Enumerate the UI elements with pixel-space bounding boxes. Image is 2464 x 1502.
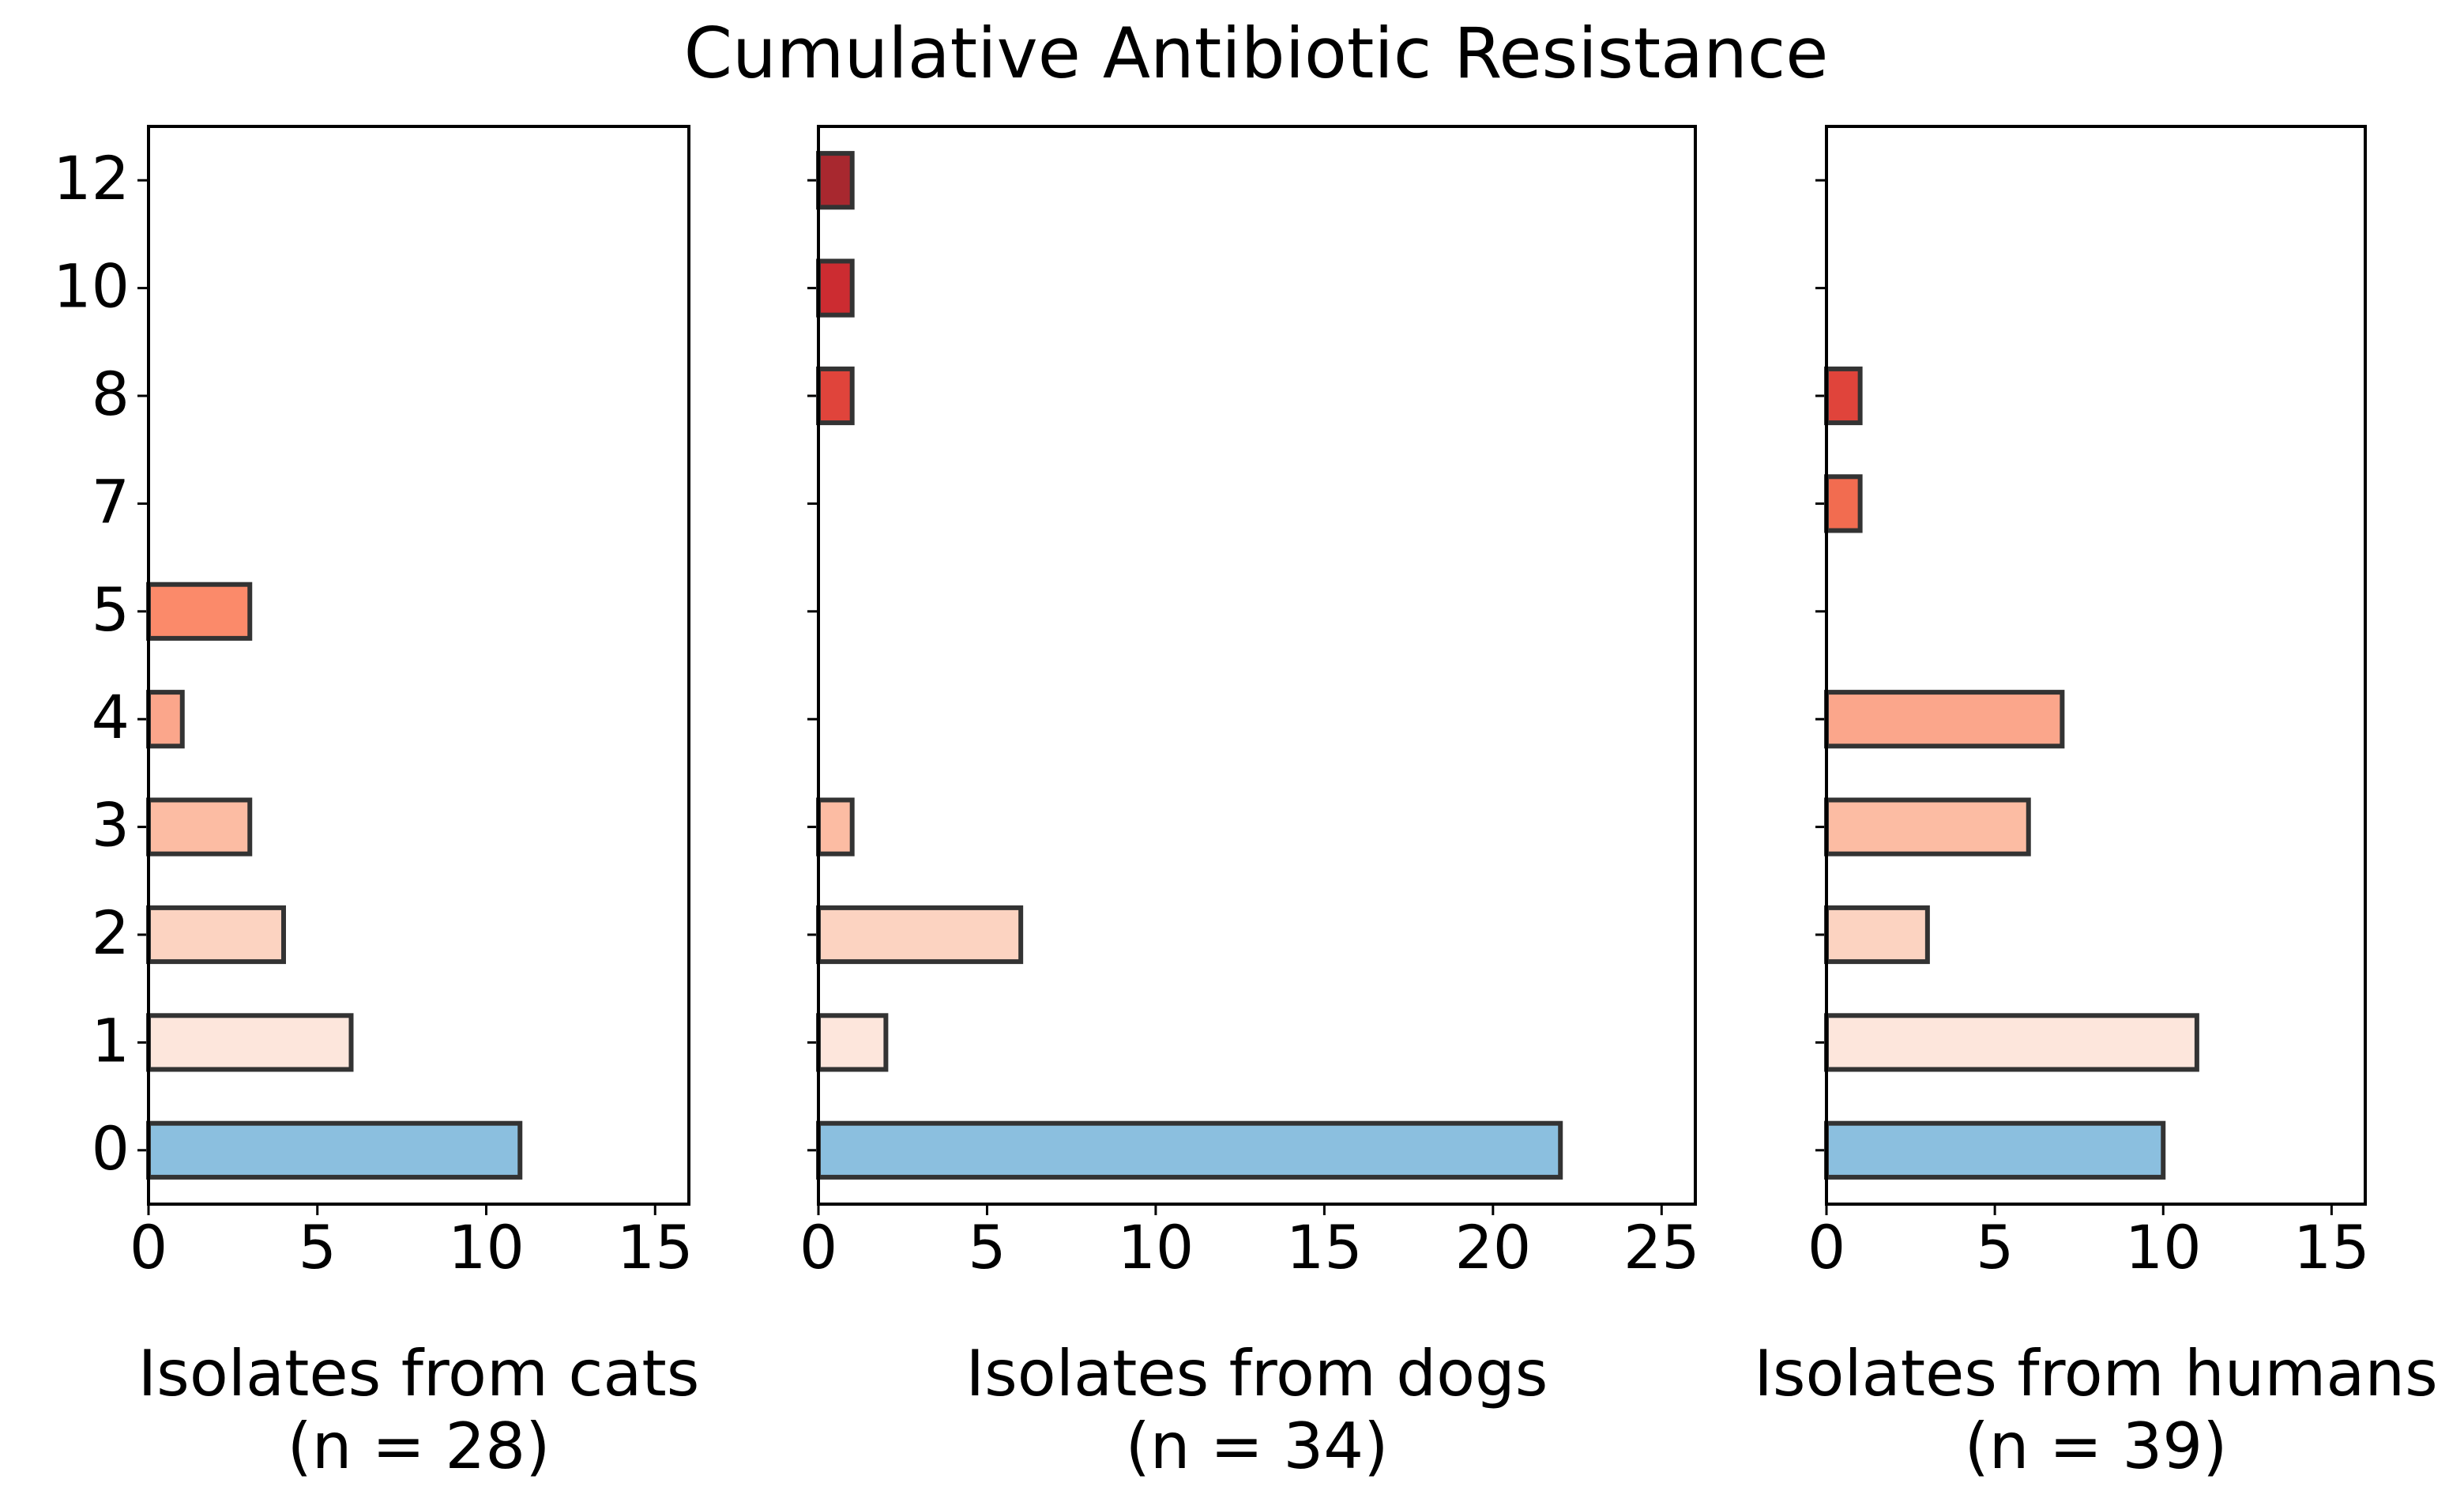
bar [1824, 366, 1863, 426]
bar [816, 1120, 1563, 1180]
bar [1824, 1013, 2199, 1072]
axes-frame [817, 125, 1697, 1206]
x-axis-label: Isolates from dogs [966, 1337, 1548, 1410]
x-tick-label: 5 [968, 1212, 1006, 1282]
x-axis-note: (n = 34) [1126, 1410, 1389, 1483]
bar [146, 1013, 354, 1072]
x-tick-label: 15 [617, 1212, 694, 1282]
x-tick-label: 10 [2125, 1212, 2202, 1282]
x-tick-label: 15 [2293, 1212, 2370, 1282]
bar [816, 905, 1024, 965]
y-tick-label: 3 [92, 790, 130, 860]
chart-title: Cumulative Antibiotic Resistance [684, 13, 1829, 94]
y-tick-label: 1 [92, 1005, 130, 1075]
bar [146, 797, 253, 856]
y-tick-label: 7 [92, 466, 130, 536]
bar [146, 582, 253, 641]
x-tick-label: 20 [1454, 1212, 1531, 1282]
x-tick-label: 10 [1118, 1212, 1194, 1282]
x-axis-label: Isolates from cats [138, 1337, 700, 1410]
y-tick-label: 2 [92, 898, 130, 968]
x-axis-note: (n = 39) [1965, 1410, 2228, 1483]
y-tick-label: 4 [92, 682, 130, 752]
x-tick-label: 15 [1286, 1212, 1363, 1282]
axes-frame [147, 125, 690, 1206]
bar [1824, 690, 2065, 749]
y-tick-label: 10 [53, 251, 130, 322]
bar [816, 258, 855, 318]
bar [1824, 1120, 2166, 1180]
y-tick-label: 8 [92, 359, 130, 429]
y-tick-label: 5 [92, 574, 130, 645]
x-tick-label: 10 [448, 1212, 525, 1282]
bar [146, 905, 286, 965]
bar [816, 366, 855, 426]
bar [816, 1013, 889, 1072]
bar [1824, 474, 1863, 533]
bar [816, 797, 855, 856]
x-axis-note: (n = 28) [288, 1410, 551, 1483]
axes-frame [1825, 125, 2367, 1206]
bar [146, 1120, 523, 1180]
bar [1824, 905, 1930, 965]
x-tick-label: 5 [1976, 1212, 2014, 1282]
x-tick-label: 0 [130, 1212, 167, 1282]
x-tick-label: 5 [299, 1212, 337, 1282]
x-tick-label: 0 [1808, 1212, 1845, 1282]
y-tick-label: 0 [92, 1113, 130, 1184]
x-tick-label: 25 [1623, 1212, 1700, 1282]
x-tick-label: 0 [799, 1212, 837, 1282]
bar [816, 151, 855, 210]
bar [1824, 797, 2031, 856]
x-axis-label: Isolates from humans [1754, 1337, 2438, 1410]
y-tick-label: 12 [53, 143, 130, 213]
bar [146, 690, 185, 749]
